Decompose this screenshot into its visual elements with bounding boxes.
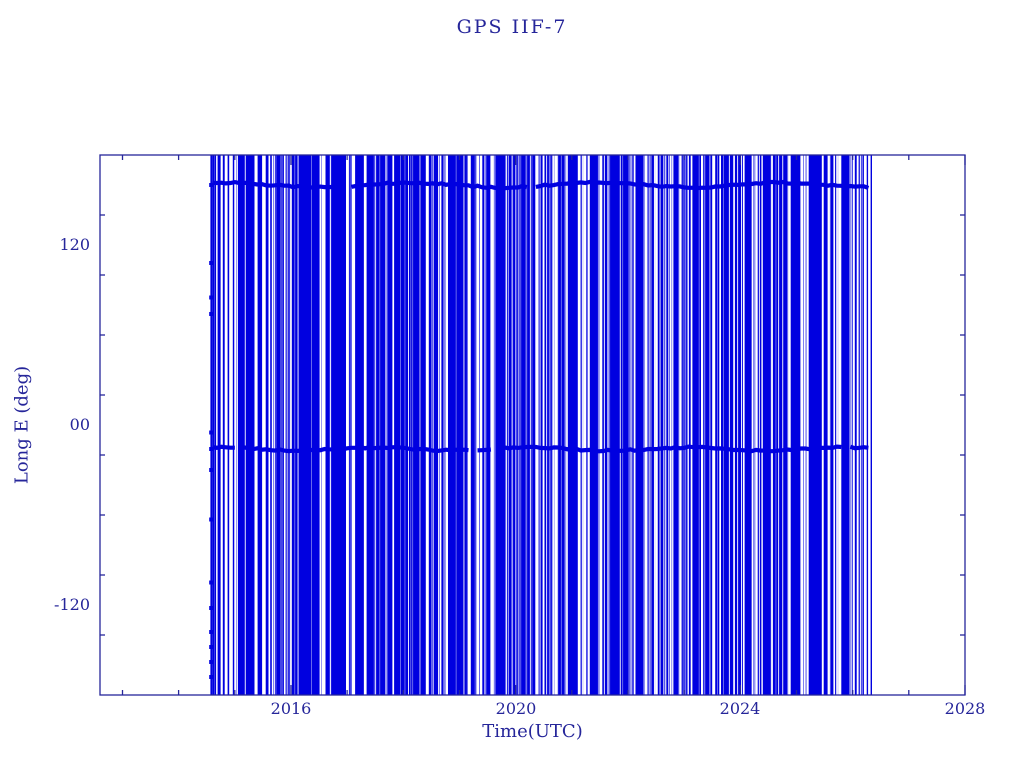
x-tick-label-2020: 2020 xyxy=(495,699,537,718)
chart-title: GPS IIF-7 xyxy=(456,16,568,38)
y-tick-label-00: 00 xyxy=(69,415,90,434)
y-tick-label-neg120: -120 xyxy=(54,595,90,614)
x-tick-label-2028: 2028 xyxy=(944,699,986,718)
x-tick-label-2024: 2024 xyxy=(719,699,761,718)
x-axis-label: Time(UTC) xyxy=(482,721,583,742)
gap-overlays xyxy=(220,155,863,695)
start-markers xyxy=(209,183,214,679)
dwell-bands xyxy=(211,179,870,454)
x-ticks xyxy=(121,155,966,695)
y-tick-label-120: 120 xyxy=(59,235,90,254)
plot-frame xyxy=(99,154,966,696)
y-ticks xyxy=(100,214,965,636)
x-tick-label-2016: 2016 xyxy=(270,699,312,718)
